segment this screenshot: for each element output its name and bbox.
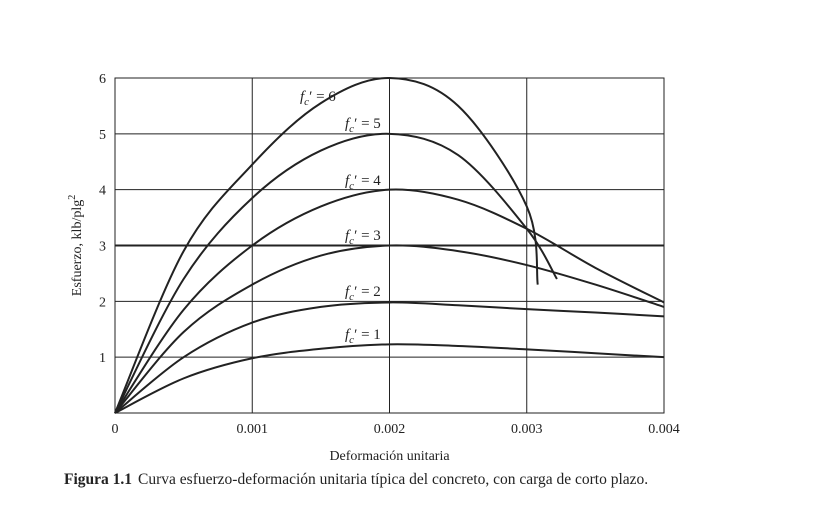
curve-label-fc-6: fc′ = 6 [300,89,336,108]
x-axis-title: Deformación unitaria [329,449,450,464]
curve-fc-4 [114,188,665,414]
y-tick-label: 2 [99,295,106,310]
curve-labels: fc′ = 1 fc′ = 2 fc′ = 3 fc′ = 4 fc′ = 5 fc′ =… [300,89,381,346]
figure-caption-text: Curva esfuerzo-deformación unitaria típi… [138,471,649,488]
curve-label-fc-1: fc′ = 1 [345,327,381,346]
stress-strain-chart: fc′ = 1 fc′ = 2 fc′ = 3 fc′ = 4 fc′ = 5 fc′ =… [67,72,680,464]
curve-fc-6 [114,76,539,414]
x-tick-label: 0 [112,422,119,437]
curve-label-fc-3: fc′ = 3 [345,228,381,247]
x-tick-label: 0.003 [511,422,543,437]
y-tick-label: 5 [99,128,106,143]
x-tick-label: 0.004 [648,422,680,437]
curves [114,76,665,414]
x-tick-label: 0.001 [237,422,269,437]
curve-fc-1 [114,343,665,414]
curve-label-fc-2: fc′ = 2 [345,284,381,303]
y-axis-title-text: Esfuerzo, klb/plg [70,200,85,296]
tick-labels: 0 0.001 0.002 0.003 0.004 1 2 3 4 5 6 [99,72,680,437]
y-tick-label: 6 [99,72,106,87]
curve-label-fc-4: fc′ = 4 [345,173,381,192]
y-axis-title: Esfuerzo, klb/plg2 [67,195,85,296]
figure-caption: Figura 1.1 Curva esfuerzo-deformación uni… [64,471,648,489]
y-axis-title-superscript: 2 [67,195,78,200]
y-tick-label: 3 [99,240,106,255]
y-tick-label: 4 [99,184,106,199]
figure-number: Figura 1.1 [64,471,133,488]
y-tick-label: 1 [99,351,106,366]
curve-fc-2 [114,301,665,414]
curve-fc-3 [114,244,665,414]
curve-label-fc-5: fc′ = 5 [345,116,381,135]
curve-fc-5 [114,132,558,414]
x-tick-label: 0.002 [374,422,406,437]
